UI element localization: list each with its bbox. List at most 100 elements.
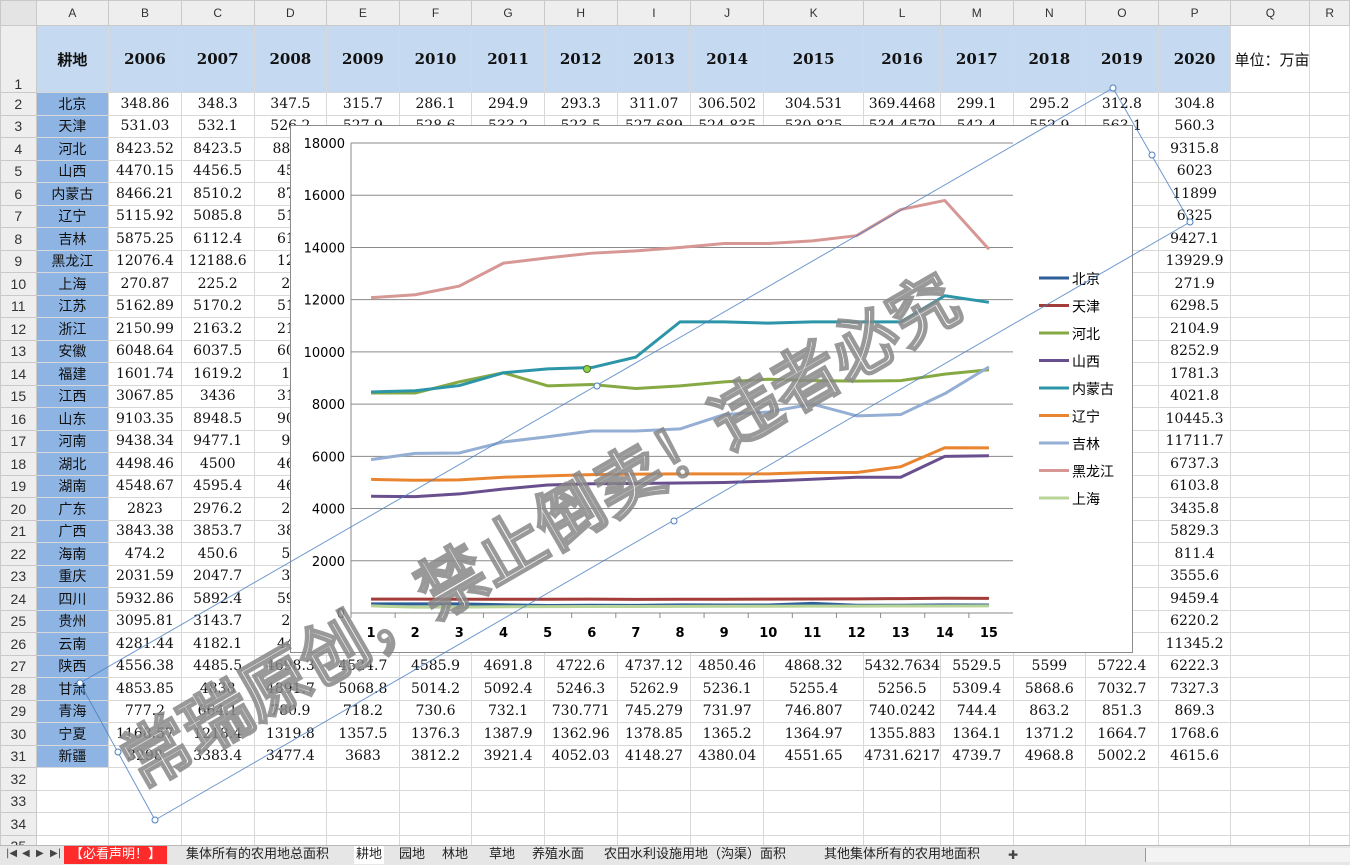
cell-empty[interactable] [1230,812,1311,836]
cell-value[interactable]: 731.97 [690,699,765,723]
cell-empty[interactable] [1309,812,1350,836]
cell-value[interactable]: 4698.3 [253,654,328,678]
cell-value[interactable]: 4722.6 [543,654,618,678]
cell-empty[interactable] [690,767,765,791]
cell-value[interactable]: 347.5 [253,92,328,116]
cell-value[interactable]: 3853.7 [180,519,255,543]
cell-empty[interactable] [253,812,328,836]
cell-empty[interactable] [1230,497,1311,521]
tab-other[interactable]: 其他集体所有的农用地面积 [824,847,981,862]
cell-province[interactable]: 陕西 [35,654,110,678]
cell-value[interactable]: 348.3 [180,92,255,116]
cell-empty[interactable] [863,812,941,836]
cell-empty[interactable] [863,767,941,791]
cell-value[interactable]: 5262.9 [616,677,692,701]
row-header-16[interactable]: 16 [0,407,37,431]
cell-empty[interactable] [1230,542,1311,566]
cell-empty[interactable] [1012,812,1087,836]
row-header-1[interactable]: 1 [0,25,37,93]
cell-value[interactable]: 5068.8 [326,677,400,701]
cell-empty[interactable] [1309,632,1350,656]
row-header-12[interactable]: 12 [0,317,37,341]
cell-province[interactable]: 辽宁 [35,204,110,228]
cell-value[interactable]: 5092.4 [471,677,545,701]
row-header-34[interactable]: 34 [0,812,37,836]
cell-value[interactable]: 5875.25 [108,227,182,251]
cell-empty[interactable] [1309,542,1350,566]
cell-value[interactable]: 8948.5 [180,407,255,431]
cell-value[interactable]: 225.2 [180,272,255,296]
cell-empty[interactable] [1309,474,1350,498]
cell-value[interactable]: 304.8 [1157,92,1232,116]
cell-province[interactable]: 上海 [35,272,110,296]
row-header-11[interactable]: 11 [0,294,37,318]
cell-value[interactable]: 8423.5 [180,137,255,161]
cell-value[interactable]: 8252.9 [1157,339,1232,363]
cell-empty[interactable] [1309,722,1350,746]
cell-value[interactable]: 5309.4 [939,677,1014,701]
row-header-29[interactable]: 29 [0,699,37,723]
first-sheet-icon[interactable]: |◀ [6,848,18,859]
cell-value[interactable]: 9477.1 [180,429,255,453]
cell-value[interactable]: 5014.2 [398,677,473,701]
cell-value[interactable]: 4850.46 [690,654,765,678]
tab-grassland[interactable]: 草地 [489,847,516,862]
cell-province[interactable]: 湖南 [35,474,110,498]
row-header-7[interactable]: 7 [0,204,37,228]
cell-province[interactable]: 天津 [35,114,110,138]
cell-empty[interactable] [616,812,692,836]
cell-empty[interactable] [1230,294,1311,318]
cell-value[interactable]: 5722.4 [1085,654,1159,678]
cell-empty[interactable] [1309,834,1350,845]
cell-empty[interactable] [398,789,473,813]
cell-empty[interactable] [1230,767,1311,791]
cell-empty[interactable] [1085,834,1159,845]
cell-year-header[interactable]: 2008 [253,25,328,93]
cell-empty[interactable] [1309,429,1350,453]
cell-value[interactable]: 3812.2 [398,744,473,768]
cell-empty[interactable] [690,789,765,813]
cell-empty[interactable] [1230,677,1311,701]
cell-empty[interactable] [690,834,765,845]
column-header-B[interactable]: B [108,0,182,26]
cell-province[interactable]: 广西 [35,519,110,543]
cell-value[interactable]: 5892.4 [180,587,255,611]
cell-empty[interactable] [1230,834,1311,845]
cell-empty[interactable] [543,834,618,845]
cell-value[interactable]: 295.2 [1012,92,1087,116]
cell-year-header[interactable]: 2011 [471,25,545,93]
cell-empty[interactable] [1309,384,1350,408]
cell-value[interactable]: 740.0242 [863,699,941,723]
cell-value[interactable]: 6103.8 [1157,474,1232,498]
row-header-6[interactable]: 6 [0,182,37,206]
cell-empty[interactable] [1230,249,1311,273]
cell-empty[interactable] [1230,339,1311,363]
cell-value[interactable]: 2031.59 [108,564,182,588]
cell-empty[interactable] [1230,182,1311,206]
cell-empty[interactable] [1309,294,1350,318]
cell-value[interactable]: 4182.1 [180,632,255,656]
cell-value[interactable]: 5432.7634 [863,654,941,678]
cell-value[interactable]: 851.3 [1085,699,1159,723]
cell-value[interactable]: 6048.64 [108,339,182,363]
cell-empty[interactable] [1230,317,1311,341]
cell-empty[interactable] [1230,407,1311,431]
cell-empty[interactable] [1309,362,1350,386]
cell-value[interactable]: 4868.32 [763,654,865,678]
cell-value[interactable]: 2976.2 [180,497,255,521]
cell-value[interactable]: 5932.86 [108,587,182,611]
row-header-23[interactable]: 23 [0,564,37,588]
cell-value[interactable]: 306.502 [690,92,765,116]
cell-empty[interactable] [939,767,1014,791]
cell-empty[interactable] [1230,114,1311,138]
column-header-M[interactable]: M [939,0,1014,26]
cell-value[interactable]: 3555.6 [1157,564,1232,588]
cell-value[interactable]: 4470.15 [108,159,182,183]
horizontal-scrollbar[interactable] [1145,848,1350,862]
cell-value[interactable]: 2104.9 [1157,317,1232,341]
cell-value[interactable]: 5829.3 [1157,519,1232,543]
cell-empty[interactable] [690,812,765,836]
cell-empty[interactable] [1309,114,1350,138]
cell-value[interactable]: 4548.67 [108,474,182,498]
cell-value[interactable]: 5868.6 [1012,677,1087,701]
